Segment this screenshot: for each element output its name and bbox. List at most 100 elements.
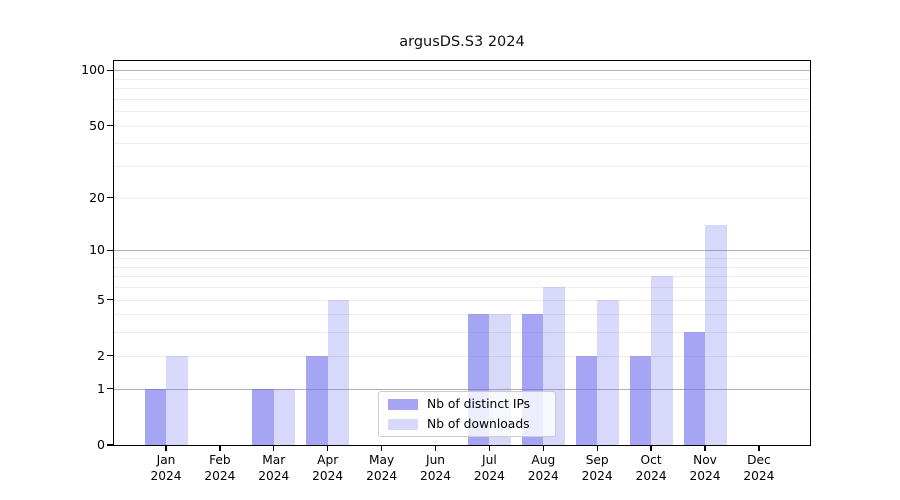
y-tick-mark-10 — [107, 249, 113, 251]
x-tick-label-nov: Nov 2024 — [677, 453, 733, 484]
gridline-70 — [114, 98, 810, 100]
y-tick-label-0: 0 — [97, 437, 105, 452]
plot-area — [113, 60, 811, 446]
x-tick-month: Jun — [425, 453, 446, 467]
bar-apr-downloads — [327, 299, 350, 445]
gridline-4 — [114, 314, 810, 316]
x-tick-month: Jan — [156, 453, 176, 467]
y-tick-mark-1 — [107, 388, 113, 390]
x-tick-label-feb: Feb 2024 — [192, 453, 248, 484]
gridline-8 — [114, 266, 810, 268]
y-tick-mark-20 — [107, 197, 113, 199]
gridline-30 — [114, 166, 810, 168]
x-tick-mark-nov — [704, 446, 706, 451]
y-tick-label-2: 2 — [97, 347, 105, 363]
x-tick-mark-feb — [219, 446, 221, 451]
gridline-50 — [114, 125, 810, 127]
gridline-40 — [114, 143, 810, 145]
x-tick-mark-apr — [327, 446, 329, 451]
y-tick-mark-50 — [107, 125, 113, 127]
x-tick-month: May — [368, 453, 395, 467]
y-tick-mark-5 — [107, 298, 113, 301]
gridline-80 — [114, 88, 810, 90]
x-tick-month: Sep — [585, 453, 609, 467]
bar-jan-ips — [144, 388, 166, 445]
x-tick-mark-oct — [650, 446, 652, 451]
y-tick-label-1: 1 — [97, 380, 105, 396]
gridline-7 — [114, 276, 810, 278]
bar-nov-downloads — [705, 225, 727, 445]
x-tick-label-dec: Dec 2024 — [731, 453, 787, 484]
x-tick-mark-may — [380, 446, 383, 451]
x-tick-month: Nov — [693, 453, 717, 467]
x-tick-year: 2024 — [689, 468, 721, 483]
gridline-90 — [114, 78, 810, 80]
x-tick-label-jul: Jul 2024 — [461, 453, 517, 484]
x-tick-label-mar: Mar 2024 — [246, 453, 302, 484]
legend-item-downloads: Nb of downloads — [388, 417, 546, 431]
gridline-3 — [114, 332, 810, 334]
x-tick-year: 2024 — [581, 468, 613, 483]
x-tick-label-jun: Jun 2024 — [408, 453, 464, 484]
x-tick-year: 2024 — [150, 468, 182, 483]
legend-swatch-downloads — [388, 418, 418, 430]
x-tick-month: Mar — [262, 453, 286, 467]
bar-sep-ips — [575, 355, 598, 445]
legend: Nb of distinct IPs Nb of downloads — [378, 391, 556, 437]
gridline-9 — [114, 258, 810, 259]
legend-label-downloads: Nb of downloads — [427, 417, 530, 431]
legend-label-distinct-ips: Nb of distinct IPs — [427, 397, 531, 411]
x-tick-month: Oct — [640, 453, 662, 467]
x-tick-label-aug: Aug 2024 — [515, 453, 571, 484]
x-tick-year: 2024 — [204, 468, 236, 483]
bar-mar-ips — [252, 388, 274, 445]
x-tick-year: 2024 — [419, 468, 452, 483]
x-tick-month: Aug — [531, 453, 556, 467]
x-tick-month: Feb — [209, 453, 231, 467]
gridline-60 — [114, 111, 810, 113]
x-tick-month: Jul — [482, 453, 497, 467]
gridline-2 — [114, 355, 810, 357]
y-tick-mark-100 — [107, 69, 113, 71]
x-tick-month: Apr — [317, 453, 339, 467]
bar-mar-downloads — [273, 388, 296, 445]
bar-jan-downloads — [166, 355, 188, 445]
gridline-1 — [114, 388, 810, 390]
bar-sep-downloads — [597, 299, 619, 445]
y-tick-label-50: 50 — [89, 117, 105, 133]
x-tick-month: Dec — [747, 453, 771, 467]
x-tick-mark-sep — [596, 446, 598, 451]
x-tick-year: 2024 — [258, 468, 290, 483]
x-tick-year: 2024 — [527, 468, 559, 483]
bar-oct-ips — [629, 355, 652, 445]
x-tick-label-oct: Oct 2024 — [623, 453, 679, 484]
gridline-5 — [114, 299, 810, 301]
y-tick-label-10: 10 — [89, 242, 105, 258]
y-tick-label-5: 5 — [97, 291, 105, 307]
legend-item-distinct-ips: Nb of distinct IPs — [388, 397, 546, 411]
x-tick-mark-jul — [488, 446, 491, 451]
x-tick-year: 2024 — [473, 468, 505, 483]
bar-oct-downloads — [651, 276, 673, 445]
legend-swatch-distinct-ips — [388, 398, 418, 410]
x-tick-year: 2024 — [635, 468, 667, 483]
x-tick-year: 2024 — [743, 468, 775, 483]
x-tick-year: 2024 — [366, 468, 398, 483]
y-tick-label-100: 100 — [81, 62, 105, 78]
gridline-10 — [114, 250, 810, 252]
x-tick-mark-aug — [542, 446, 544, 451]
bar-nov-ips — [683, 332, 705, 445]
gridline-20 — [114, 197, 810, 199]
gridline-6 — [114, 287, 810, 288]
x-tick-label-sep: Sep 2024 — [569, 453, 625, 484]
gridline-100 — [114, 70, 810, 72]
x-tick-year: 2024 — [312, 468, 344, 483]
x-tick-mark-jan — [165, 446, 167, 451]
x-tick-label-apr: Apr 2024 — [300, 453, 356, 484]
y-tick-label-20: 20 — [89, 189, 105, 205]
x-tick-mark-jun — [434, 446, 437, 451]
x-tick-mark-dec — [758, 446, 760, 451]
chart-title: argusDS.S3 2024 — [399, 34, 525, 50]
x-tick-label-may: May 2024 — [354, 453, 410, 484]
